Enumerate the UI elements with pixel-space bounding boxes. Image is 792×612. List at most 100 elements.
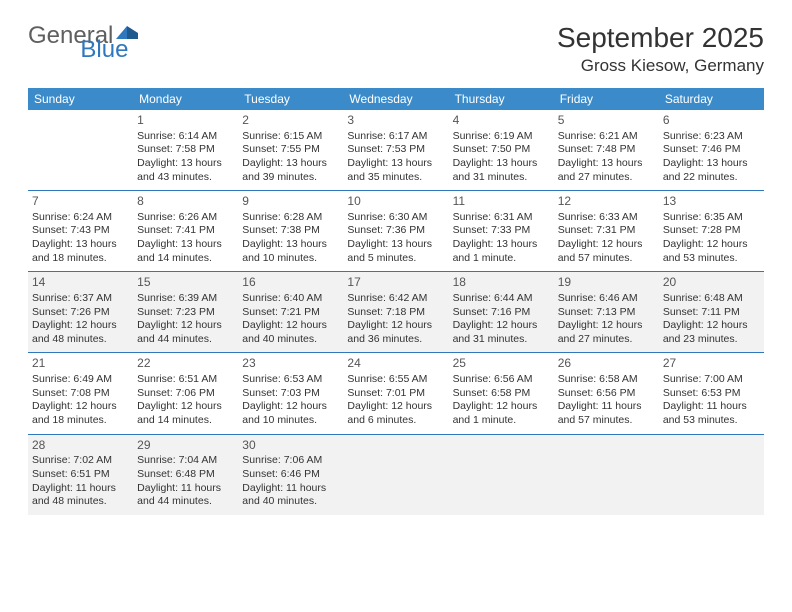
daylight-text: and 44 minutes. — [137, 495, 234, 509]
daylight-text: and 43 minutes. — [137, 171, 234, 185]
daylight-text: Daylight: 12 hours — [558, 319, 655, 333]
day-cell: 3Sunrise: 6:17 AMSunset: 7:53 PMDaylight… — [343, 110, 448, 190]
sunset-text: Sunset: 6:53 PM — [663, 387, 760, 401]
day-cell: 6Sunrise: 6:23 AMSunset: 7:46 PMDaylight… — [659, 110, 764, 190]
sunrise-text: Sunrise: 6:24 AM — [32, 211, 129, 225]
sunrise-text: Sunrise: 6:58 AM — [558, 373, 655, 387]
day-number: 12 — [558, 194, 655, 210]
daylight-text: and 1 minute. — [453, 414, 550, 428]
sunset-text: Sunset: 7:06 PM — [137, 387, 234, 401]
month-title: September 2025 — [557, 22, 764, 54]
daylight-text: and 53 minutes. — [663, 414, 760, 428]
sunrise-text: Sunrise: 6:55 AM — [347, 373, 444, 387]
sunrise-text: Sunrise: 6:14 AM — [137, 130, 234, 144]
daylight-text: Daylight: 12 hours — [242, 400, 339, 414]
sunrise-text: Sunrise: 6:31 AM — [453, 211, 550, 225]
sunset-text: Sunset: 7:01 PM — [347, 387, 444, 401]
daylight-text: Daylight: 12 hours — [558, 238, 655, 252]
daylight-text: Daylight: 13 hours — [453, 157, 550, 171]
daylight-text: Daylight: 13 hours — [137, 157, 234, 171]
day-number: 7 — [32, 194, 129, 210]
daylight-text: Daylight: 12 hours — [137, 400, 234, 414]
day-number: 16 — [242, 275, 339, 291]
sunset-text: Sunset: 7:26 PM — [32, 306, 129, 320]
daylight-text: and 31 minutes. — [453, 333, 550, 347]
sunset-text: Sunset: 6:46 PM — [242, 468, 339, 482]
sunset-text: Sunset: 7:43 PM — [32, 224, 129, 238]
daylight-text: Daylight: 11 hours — [558, 400, 655, 414]
day-number: 1 — [137, 113, 234, 129]
weekday-header: Sunday — [28, 88, 133, 110]
week-row: 14Sunrise: 6:37 AMSunset: 7:26 PMDayligh… — [28, 272, 764, 352]
sunset-text: Sunset: 7:18 PM — [347, 306, 444, 320]
week-row: 28Sunrise: 7:02 AMSunset: 6:51 PMDayligh… — [28, 435, 764, 515]
day-cell: 12Sunrise: 6:33 AMSunset: 7:31 PMDayligh… — [554, 191, 659, 271]
daylight-text: and 14 minutes. — [137, 414, 234, 428]
daylight-text: Daylight: 12 hours — [663, 238, 760, 252]
daylight-text: and 23 minutes. — [663, 333, 760, 347]
daylight-text: and 5 minutes. — [347, 252, 444, 266]
sunrise-text: Sunrise: 6:33 AM — [558, 211, 655, 225]
day-cell: 21Sunrise: 6:49 AMSunset: 7:08 PMDayligh… — [28, 353, 133, 433]
day-number: 30 — [242, 438, 339, 454]
daylight-text: and 18 minutes. — [32, 252, 129, 266]
sunset-text: Sunset: 7:55 PM — [242, 143, 339, 157]
sunset-text: Sunset: 7:50 PM — [453, 143, 550, 157]
sunrise-text: Sunrise: 6:37 AM — [32, 292, 129, 306]
day-cell: 24Sunrise: 6:55 AMSunset: 7:01 PMDayligh… — [343, 353, 448, 433]
day-number: 10 — [347, 194, 444, 210]
daylight-text: Daylight: 13 hours — [663, 157, 760, 171]
daylight-text: Daylight: 11 hours — [242, 482, 339, 496]
day-cell: 9Sunrise: 6:28 AMSunset: 7:38 PMDaylight… — [238, 191, 343, 271]
daylight-text: Daylight: 12 hours — [453, 319, 550, 333]
daylight-text: Daylight: 11 hours — [137, 482, 234, 496]
day-cell: 16Sunrise: 6:40 AMSunset: 7:21 PMDayligh… — [238, 272, 343, 352]
location-label: Gross Kiesow, Germany — [557, 56, 764, 76]
daylight-text: Daylight: 13 hours — [137, 238, 234, 252]
daylight-text: Daylight: 13 hours — [558, 157, 655, 171]
sunset-text: Sunset: 7:08 PM — [32, 387, 129, 401]
day-cell: 22Sunrise: 6:51 AMSunset: 7:06 PMDayligh… — [133, 353, 238, 433]
day-cell: 8Sunrise: 6:26 AMSunset: 7:41 PMDaylight… — [133, 191, 238, 271]
daylight-text: and 44 minutes. — [137, 333, 234, 347]
sunrise-text: Sunrise: 6:42 AM — [347, 292, 444, 306]
day-number: 22 — [137, 356, 234, 372]
weekday-header: Friday — [554, 88, 659, 110]
daylight-text: Daylight: 12 hours — [137, 319, 234, 333]
daylight-text: Daylight: 11 hours — [663, 400, 760, 414]
day-number: 5 — [558, 113, 655, 129]
daylight-text: and 48 minutes. — [32, 495, 129, 509]
sunrise-text: Sunrise: 7:00 AM — [663, 373, 760, 387]
sunset-text: Sunset: 7:16 PM — [453, 306, 550, 320]
day-cell — [343, 435, 448, 515]
daylight-text: Daylight: 13 hours — [453, 238, 550, 252]
day-cell: 11Sunrise: 6:31 AMSunset: 7:33 PMDayligh… — [449, 191, 554, 271]
sunrise-text: Sunrise: 6:49 AM — [32, 373, 129, 387]
sunrise-text: Sunrise: 6:35 AM — [663, 211, 760, 225]
day-number: 3 — [347, 113, 444, 129]
day-cell: 26Sunrise: 6:58 AMSunset: 6:56 PMDayligh… — [554, 353, 659, 433]
daylight-text: and 40 minutes. — [242, 333, 339, 347]
header: General Blue September 2025 Gross Kiesow… — [28, 22, 764, 76]
day-cell: 15Sunrise: 6:39 AMSunset: 7:23 PMDayligh… — [133, 272, 238, 352]
daylight-text: and 6 minutes. — [347, 414, 444, 428]
daylight-text: Daylight: 13 hours — [242, 157, 339, 171]
day-cell: 23Sunrise: 6:53 AMSunset: 7:03 PMDayligh… — [238, 353, 343, 433]
daylight-text: and 31 minutes. — [453, 171, 550, 185]
day-number: 11 — [453, 194, 550, 210]
day-cell: 29Sunrise: 7:04 AMSunset: 6:48 PMDayligh… — [133, 435, 238, 515]
sunrise-text: Sunrise: 6:23 AM — [663, 130, 760, 144]
calendar-table: Sunday Monday Tuesday Wednesday Thursday… — [28, 88, 764, 515]
daylight-text: and 1 minute. — [453, 252, 550, 266]
day-cell: 4Sunrise: 6:19 AMSunset: 7:50 PMDaylight… — [449, 110, 554, 190]
sunset-text: Sunset: 7:13 PM — [558, 306, 655, 320]
daylight-text: Daylight: 12 hours — [453, 400, 550, 414]
daylight-text: and 10 minutes. — [242, 252, 339, 266]
day-cell: 14Sunrise: 6:37 AMSunset: 7:26 PMDayligh… — [28, 272, 133, 352]
day-cell: 30Sunrise: 7:06 AMSunset: 6:46 PMDayligh… — [238, 435, 343, 515]
title-block: September 2025 Gross Kiesow, Germany — [557, 22, 764, 76]
day-cell: 28Sunrise: 7:02 AMSunset: 6:51 PMDayligh… — [28, 435, 133, 515]
daylight-text: and 27 minutes. — [558, 171, 655, 185]
day-number: 8 — [137, 194, 234, 210]
daylight-text: and 14 minutes. — [137, 252, 234, 266]
